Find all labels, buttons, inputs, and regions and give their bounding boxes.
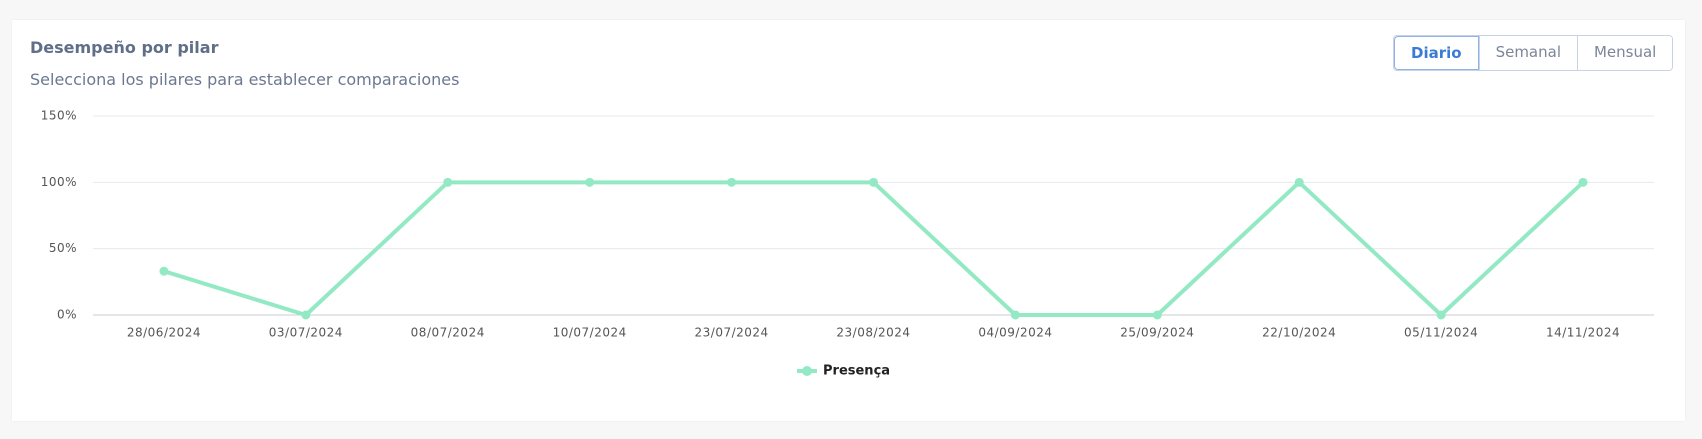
x-tick-label: 14/11/2024 [1546, 326, 1620, 340]
period-toggle: Diario Semanal Mensual [1393, 35, 1674, 71]
x-tick-label: 04/09/2024 [978, 326, 1052, 340]
x-tick-label: 23/07/2024 [695, 326, 769, 340]
period-button[interactable]: Mensual [1576, 36, 1673, 70]
y-tick-label: 100% [41, 175, 77, 189]
card: Desempeño por pilar Selecciona los pilar… [12, 20, 1685, 421]
period-button[interactable]: Diario [1394, 36, 1479, 70]
period-button[interactable]: Semanal [1478, 36, 1577, 70]
data-point [1578, 177, 1588, 187]
chart-title: Desempeño por pilar [30, 38, 219, 57]
x-tick-label: 22/10/2024 [1262, 326, 1336, 340]
x-tick-label: 05/11/2024 [1404, 326, 1478, 340]
legend-marker [802, 366, 812, 376]
x-tick-label: 23/08/2024 [836, 326, 910, 340]
data-point [1436, 310, 1446, 320]
data-point [869, 177, 878, 187]
x-tick-label: 03/07/2024 [269, 326, 343, 340]
data-point [443, 177, 453, 187]
y-tick-label: 0% [57, 308, 77, 322]
data-point [1152, 310, 1162, 320]
x-tick-label: 25/09/2024 [1120, 326, 1194, 340]
y-tick-label: 50% [49, 241, 77, 255]
x-tick-label: 10/07/2024 [553, 326, 627, 340]
data-point [1294, 177, 1304, 187]
y-tick-label: 150% [41, 109, 77, 123]
legend-label: Presença [823, 364, 890, 379]
data-point [1010, 310, 1020, 320]
x-tick-label: 08/07/2024 [411, 326, 485, 340]
chart-subtitle: Selecciona los pilares para establecer c… [30, 70, 460, 89]
data-point [301, 310, 311, 320]
x-tick-label: 28/06/2024 [127, 326, 201, 340]
data-point [585, 177, 595, 187]
data-point [159, 266, 169, 276]
data-point [727, 177, 737, 187]
